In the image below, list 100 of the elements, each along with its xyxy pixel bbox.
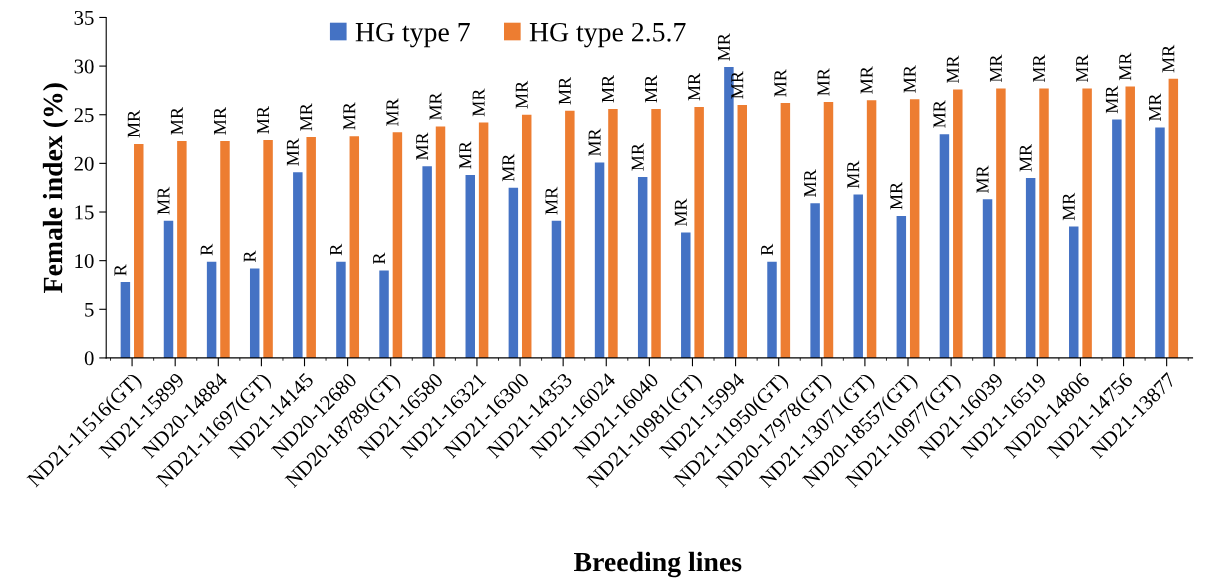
data-label: MR	[1149, 93, 1161, 122]
bar	[909, 99, 920, 358]
data-label: MR	[774, 69, 787, 97]
data-label: MR	[286, 138, 299, 166]
data-label: MR	[170, 107, 183, 135]
data-label: MR	[545, 186, 558, 215]
legend-label: HG type 2.5.7	[529, 22, 686, 48]
bar	[681, 232, 691, 358]
bar	[1125, 86, 1135, 358]
data-label: MR	[1033, 54, 1045, 83]
bar	[1069, 226, 1079, 358]
data-label: MR	[817, 68, 830, 96]
bar	[478, 122, 489, 358]
data-label: MR	[257, 106, 269, 134]
data-label: R	[761, 243, 773, 256]
y-tick-label: 30	[74, 59, 94, 74]
data-label: MR	[602, 74, 614, 103]
data-label: R	[330, 243, 342, 256]
data-label: MR	[558, 76, 571, 105]
bar	[1155, 127, 1165, 358]
bar	[996, 88, 1006, 358]
bar	[594, 162, 605, 358]
data-label: MR	[890, 182, 903, 210]
bar	[508, 187, 519, 358]
bar	[465, 175, 475, 358]
legend-label: HG type 7	[355, 22, 470, 48]
bar	[896, 215, 907, 358]
data-label: MR	[1119, 52, 1132, 81]
bar	[1168, 78, 1179, 358]
data-label: MR	[645, 74, 657, 103]
data-label: MR	[933, 100, 946, 128]
data-label: MR	[731, 71, 744, 99]
bar	[336, 261, 346, 358]
bar	[767, 261, 777, 358]
bar	[737, 105, 747, 358]
data-label: MR	[472, 88, 485, 117]
data-label: MR	[588, 128, 601, 157]
data-label: MR	[1162, 44, 1175, 73]
bar	[866, 100, 877, 358]
data-label: MR	[300, 103, 313, 131]
data-label: MR	[429, 92, 442, 121]
bar	[823, 102, 834, 358]
data-label: MR	[127, 110, 140, 138]
data-label: MR	[214, 107, 226, 135]
bar	[1082, 88, 1092, 358]
y-axis-title: Female index (%)	[42, 83, 69, 293]
bar	[1025, 177, 1036, 358]
y-tick-label: 0	[84, 351, 94, 366]
data-label: MR	[903, 65, 916, 93]
bar	[435, 126, 446, 358]
bar	[349, 136, 360, 358]
bar	[939, 134, 950, 358]
bar	[694, 106, 704, 358]
data-label: MR	[459, 141, 472, 169]
bar	[521, 114, 532, 358]
data-label: MR	[157, 186, 170, 215]
data-label: MR	[1076, 54, 1089, 83]
data-label: MR	[804, 169, 817, 197]
bar	[249, 268, 260, 358]
bar	[780, 103, 791, 358]
bar	[263, 140, 273, 358]
data-label: MR	[631, 143, 644, 171]
data-label: MR	[847, 160, 860, 189]
data-label: R	[114, 264, 127, 276]
y-tick-label: 25	[74, 108, 94, 123]
data-label: MR	[860, 66, 873, 94]
data-label: MR	[343, 102, 356, 130]
bar	[120, 282, 131, 358]
bar	[953, 89, 963, 358]
bar	[810, 203, 820, 358]
bar	[379, 270, 389, 358]
bar	[422, 166, 432, 358]
bar	[177, 141, 187, 358]
data-label: R	[373, 252, 385, 265]
bar	[220, 141, 230, 358]
data-label: MR	[976, 165, 989, 194]
y-tick-label: 15	[75, 205, 94, 220]
data-label: MR	[416, 132, 429, 160]
data-label: MR	[1019, 144, 1032, 172]
bar	[134, 143, 144, 358]
data-label: MR	[1062, 192, 1075, 221]
bar	[565, 110, 575, 358]
y-tick-label: 35	[74, 10, 94, 25]
bar	[853, 194, 863, 358]
data-label: R	[243, 250, 256, 263]
bar	[608, 108, 618, 358]
data-label: MR	[515, 80, 528, 109]
data-label: MR	[946, 55, 959, 84]
bar	[392, 132, 403, 358]
y-tick-label: 20	[74, 156, 94, 171]
bar	[306, 137, 316, 358]
data-label: R	[200, 243, 213, 256]
bar	[1039, 88, 1049, 358]
data-label: MR	[502, 153, 515, 182]
bar	[551, 220, 562, 358]
bar	[982, 199, 993, 358]
bar	[206, 261, 217, 358]
bar	[1112, 119, 1122, 358]
x-axis-title: Breeding lines	[574, 551, 742, 578]
y-tick-label: 5	[85, 302, 94, 317]
